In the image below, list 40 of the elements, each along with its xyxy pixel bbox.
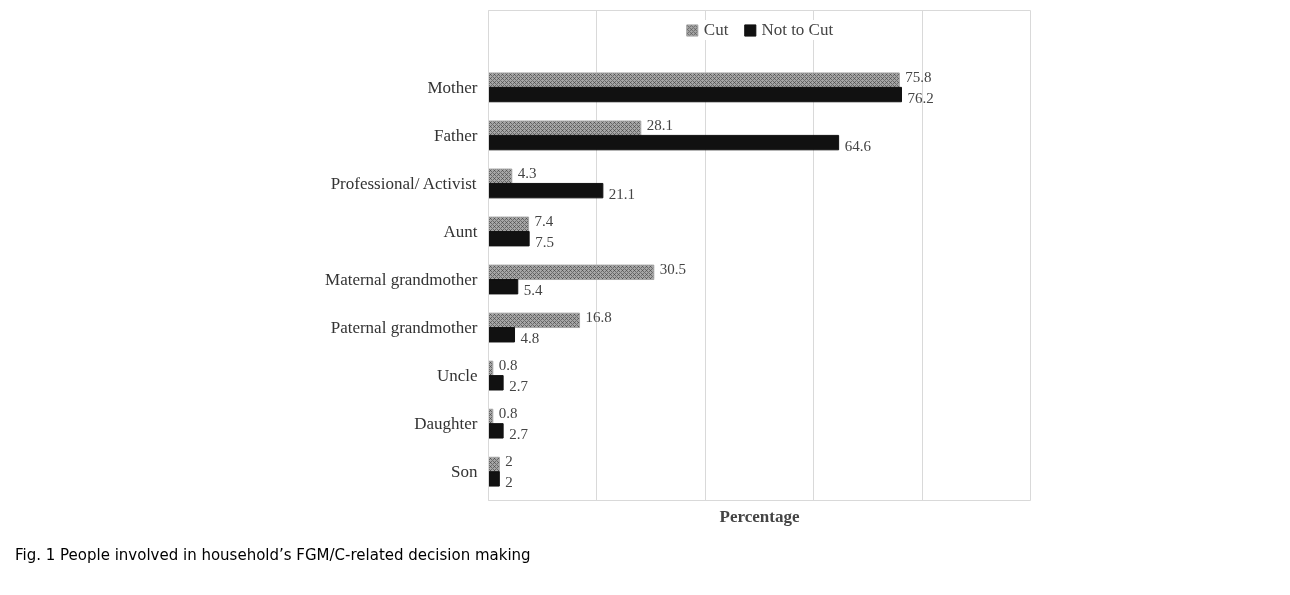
bar	[488, 182, 604, 199]
data-label: 30.5	[659, 261, 687, 278]
data-label: 16.8	[585, 309, 612, 326]
y-tick-label: Uncle	[436, 366, 478, 386]
y-tick-label: Son	[451, 462, 478, 482]
bar	[488, 230, 530, 247]
bar	[488, 423, 504, 439]
y-tick-label: Father	[434, 125, 478, 145]
y-tick-label: Paternal grandmother	[330, 318, 478, 338]
data-label: 5.4	[523, 281, 544, 298]
bar	[488, 471, 500, 487]
data-label: 7.4	[534, 213, 554, 230]
data-label: 75.8	[905, 69, 932, 86]
bar	[488, 279, 519, 295]
data-label: 0.8	[498, 405, 518, 422]
x-axis-title: Percentage	[719, 506, 800, 526]
bar	[488, 134, 840, 151]
bar	[488, 86, 902, 103]
data-label: 2	[505, 473, 513, 490]
y-tick-label: Maternal grandmother	[325, 270, 478, 290]
data-label: 64.6	[844, 137, 872, 154]
data-label: 2.7	[509, 377, 529, 394]
caption: Fig. 1 People involved in household’s FGM/C-related decision making	[15, 545, 531, 566]
legend-label: Cut	[703, 20, 729, 40]
data-label: 0.8	[498, 357, 518, 374]
y-tick-label: Aunt	[443, 221, 478, 241]
legend-label: Not to Cut	[761, 20, 834, 40]
data-label: 4.8	[520, 329, 540, 346]
bar	[488, 375, 504, 391]
data-label: 4.3	[517, 165, 537, 182]
y-tick-label: Mother	[427, 77, 478, 97]
data-label: 76.2	[907, 89, 934, 106]
data-label: 2	[505, 453, 513, 470]
data-label: 2.7	[509, 425, 529, 442]
data-label: 28.1	[646, 117, 674, 134]
y-tick-label: Daughter	[414, 414, 478, 434]
data-label: 21.1	[608, 185, 636, 202]
y-tick-label: Professional/ Activist	[330, 173, 477, 193]
bar	[488, 327, 516, 343]
data-label: 7.5	[535, 233, 554, 250]
